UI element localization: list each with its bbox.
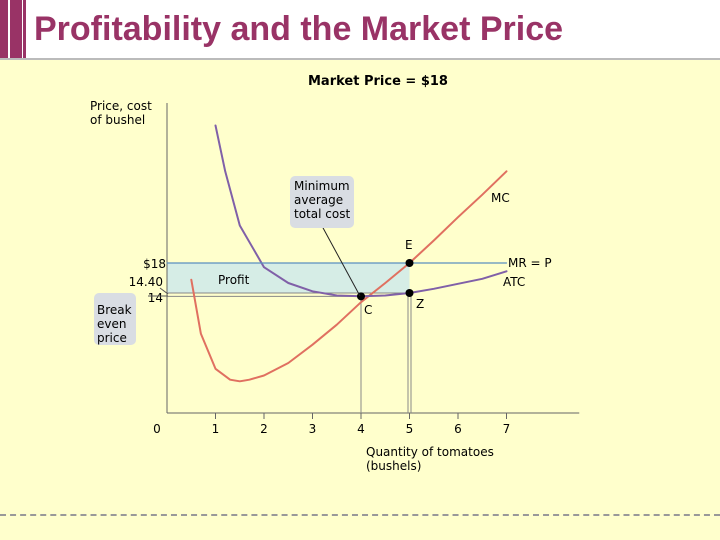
callout-line: even [97, 317, 126, 331]
mc-curve-label: MC [491, 191, 510, 205]
series-line-atc [214, 124, 508, 298]
x-tick-label: 3 [309, 422, 317, 436]
y-tick-label-14: 14 [148, 291, 163, 305]
point-label-z: Z [416, 297, 424, 311]
x-axis-label: Quantity of tomatoes (bushels) [366, 445, 498, 473]
y-axis-label: Price, cost of bushel [90, 99, 156, 127]
callout-line: Minimum [294, 179, 350, 193]
mr-line-label: MR = P [508, 256, 552, 270]
y-axis-label-line: Price, cost [90, 99, 152, 113]
y-axis-label-line: of bushel [90, 113, 145, 127]
series-line-mc [190, 170, 508, 383]
x-ticks: 0 1 2 3 4 5 6 7 [153, 413, 510, 436]
x-tick-label: 2 [260, 422, 268, 436]
title-accent-bar [23, 0, 26, 58]
callout-box-min-atc [290, 176, 354, 228]
point-markers [357, 259, 414, 301]
x-axis-label-line: (bushels) [366, 459, 421, 473]
callout-box-break-even [94, 293, 136, 345]
callout-break-even: Break even price [97, 303, 135, 345]
bottom-divider [0, 514, 720, 516]
y-tick-label-14-40: 14.40 [129, 275, 163, 289]
point-label-c: C [364, 303, 372, 317]
profit-label: Profit [218, 273, 250, 287]
atc-curve-label: ATC [503, 275, 525, 289]
point-label-e: E [405, 238, 413, 252]
y-tick-label-18: $18 [143, 257, 166, 271]
x-tick-label: 1 [212, 422, 220, 436]
chart-title: Market Price = $18 [308, 74, 448, 89]
x-tick-label: 5 [406, 422, 414, 436]
profit-region [167, 263, 410, 294]
callout-line: total cost [294, 207, 350, 221]
y-tick-leader [159, 287, 169, 295]
x-tick-label: 4 [357, 422, 365, 436]
title-accent-bar [10, 0, 22, 58]
callout-line: price [97, 331, 127, 345]
x-tick-label: 7 [503, 422, 511, 436]
x-tick-label: 6 [454, 422, 462, 436]
guide-lines [167, 292, 412, 413]
x-axis-label-line: Quantity of tomatoes [366, 445, 494, 459]
title-accent-bar [0, 0, 8, 58]
callout-line: average [294, 193, 343, 207]
point-marker-e [405, 259, 414, 268]
point-marker-z [405, 289, 414, 298]
callout-line: Break [97, 303, 132, 317]
callout-pointer [321, 225, 361, 297]
title-bar: Profitability and the Market Price [0, 0, 720, 60]
x-tick-label: 0 [153, 422, 161, 436]
slide-title: Profitability and the Market Price [34, 10, 564, 48]
series-lines [166, 124, 508, 383]
callout-min-atc: Minimum average total cost [294, 179, 353, 221]
